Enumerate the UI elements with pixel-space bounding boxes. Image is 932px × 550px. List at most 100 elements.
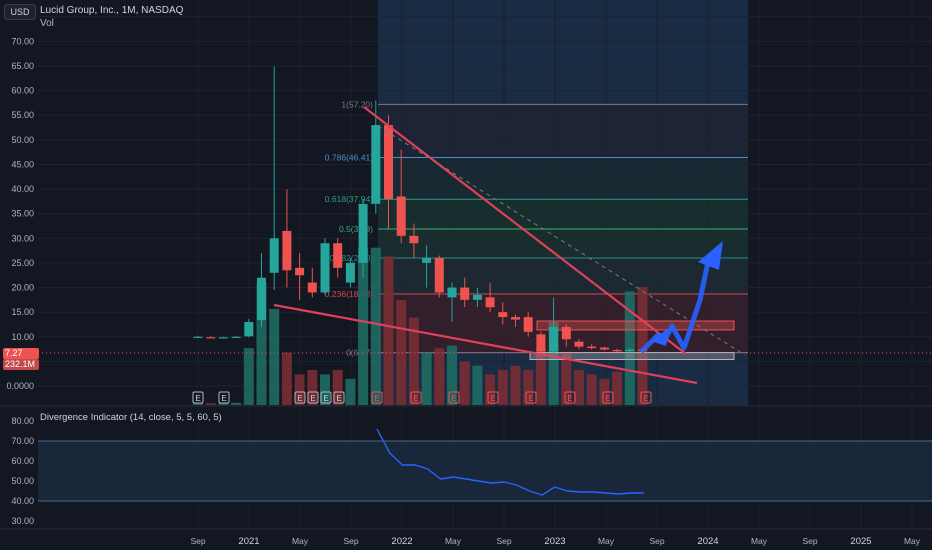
volume-bar: [269, 308, 280, 405]
y-tick-label: 35.00: [11, 209, 34, 219]
resistance-zone: [536, 320, 735, 331]
fib-zone: [378, 157, 748, 200]
y-tick-label: 45.00: [11, 159, 34, 169]
indicator-title: Divergence Indicator (14, close, 5, 5, 6…: [40, 412, 222, 423]
volume-bar: [637, 287, 648, 405]
candle-body: [206, 337, 216, 339]
volume-bar: [447, 345, 457, 405]
earnings-marker-label: E: [221, 394, 226, 403]
candle-body: [358, 203, 368, 263]
candle-body: [511, 317, 520, 320]
x-tick-label: 2024: [697, 536, 718, 547]
volume-bar: [281, 352, 292, 405]
fib-level-label: 0.382(26.0): [330, 253, 374, 263]
volume-label: Vol: [40, 18, 54, 29]
x-tick-label: May: [904, 536, 921, 546]
last-price-tag: 7.27: [3, 348, 39, 359]
candle-body: [549, 326, 559, 352]
fib-zone: [378, 258, 748, 295]
x-tick-label: Sep: [649, 536, 664, 546]
chart-title: Lucid Group, Inc., 1M, NASDAQ: [40, 5, 184, 16]
earnings-marker-label: E: [490, 394, 495, 403]
lower-trendline: [273, 303, 698, 385]
candle-body: [523, 317, 533, 332]
fib-zone: [378, 104, 748, 158]
earnings-marker: [307, 391, 319, 404]
earnings-marker-label: E: [643, 394, 648, 403]
volume-bar: [218, 403, 229, 405]
x-tick-label: 2023: [544, 536, 565, 547]
candle-body: [307, 282, 317, 293]
candle-body: [587, 346, 597, 349]
candle-body: [282, 230, 292, 271]
earnings-marker-label: E: [310, 394, 315, 403]
fib-level-label: 0.618(37.94): [325, 194, 373, 204]
earnings-marker: [294, 391, 306, 404]
x-tick-label: May: [292, 536, 309, 546]
volume-bar: [472, 365, 483, 405]
candle-body: [320, 243, 330, 293]
candle-body: [434, 258, 444, 293]
earnings-marker: [320, 391, 332, 404]
candle-body: [447, 287, 457, 298]
candle-body: [599, 347, 609, 350]
candle-body: [295, 267, 305, 276]
y-tick-label: 60.00: [11, 86, 34, 96]
volume-bar: [574, 370, 584, 405]
indicator-y-tick-label: 70.00: [11, 436, 34, 446]
y-tick-label: 30.00: [11, 233, 34, 243]
y-tick-label: 20.00: [11, 283, 34, 293]
volume-bar: [421, 352, 432, 405]
volume-bar: [345, 378, 356, 405]
fib-level-label: 0.236(18.68): [325, 289, 373, 299]
fib-zone: [378, 199, 748, 229]
volume-bar: [243, 348, 254, 405]
earnings-marker: [487, 391, 499, 404]
volume-bar: [256, 282, 267, 405]
candle-body: [371, 125, 381, 204]
volume-bar: [434, 348, 445, 405]
y-tick-label: 70.00: [11, 36, 34, 46]
volume-bar: [485, 374, 496, 405]
candle-body: [561, 326, 571, 340]
y-tick-label: 55.00: [11, 110, 34, 120]
volume-bar: [497, 370, 508, 405]
earnings-marker-label: E: [605, 394, 610, 403]
earnings-marker-label: E: [567, 394, 572, 403]
earnings-marker-label: E: [413, 394, 418, 403]
earnings-marker: [640, 391, 652, 404]
indicator-y-tick-label: 60.00: [11, 456, 34, 466]
volume-bar: [510, 365, 521, 405]
volume-bar: [561, 352, 572, 405]
volume-bar: [396, 300, 407, 405]
indicator-y-tick-label: 50.00: [11, 476, 34, 486]
volume-bar: [548, 321, 559, 405]
candle-body: [409, 235, 419, 244]
candle-body: [498, 312, 508, 318]
y-tick-label: 10.00: [11, 332, 34, 342]
volume-bar: [332, 370, 343, 405]
candle-body: [574, 341, 584, 347]
earnings-marker: [525, 391, 537, 404]
volume-tag: 232.1M: [3, 359, 39, 370]
fib-level-label: 1(57.20): [341, 99, 373, 109]
x-tick-label: May: [445, 536, 462, 546]
volume-bar: [205, 403, 216, 405]
candle-body: [625, 349, 635, 352]
earnings-marker-label: E: [195, 394, 200, 403]
currency-button[interactable]: USD: [4, 4, 36, 20]
y-tick-label: 40.00: [11, 184, 34, 194]
candle-body: [384, 125, 393, 199]
earnings-marker-label: E: [374, 394, 379, 403]
volume-bar: [523, 370, 534, 405]
indicator-y-tick-label: 80.00: [11, 416, 34, 426]
candle-body: [422, 258, 432, 263]
x-tick-label: May: [598, 536, 615, 546]
descending-trendline: [363, 106, 687, 355]
indicator-line: [376, 428, 644, 496]
dashed-trendline: [377, 125, 746, 356]
earnings-marker-label: E: [336, 394, 341, 403]
earnings-marker: [602, 391, 614, 404]
x-tick-label: Sep: [496, 536, 511, 546]
